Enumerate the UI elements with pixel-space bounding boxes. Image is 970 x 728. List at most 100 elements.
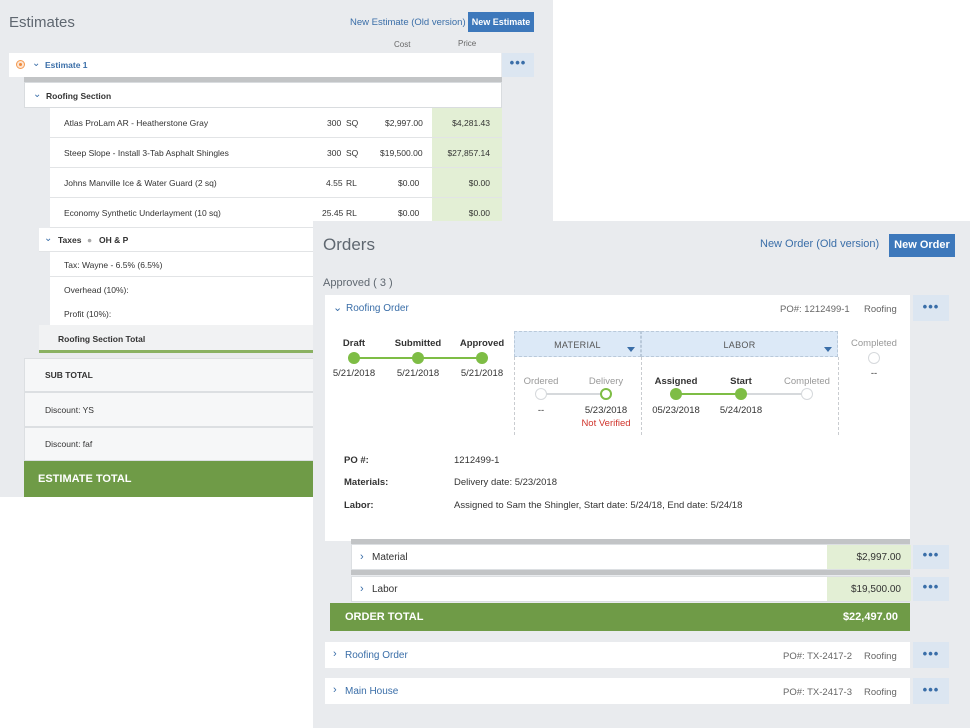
order-name[interactable]: Roofing Order	[345, 650, 408, 661]
item-unit: SQ	[346, 148, 359, 158]
stage-labor-completed-node	[801, 388, 813, 400]
progress-line	[541, 393, 605, 395]
item-cost: $0.00	[398, 178, 420, 188]
item-price: $0.00	[468, 208, 490, 218]
order-type: Roofing	[864, 687, 897, 698]
tax-row-label: Profit (10%):	[64, 309, 112, 319]
chevron-down-icon[interactable]: ⌄	[44, 233, 53, 244]
order-line-amount-cell: $2,997.00	[827, 545, 911, 569]
stage-assigned-label: Assigned	[654, 376, 698, 387]
estimate-row[interactable]: ⌄ Estimate 1	[9, 53, 501, 77]
materials-value: Delivery date: 5/23/2018	[454, 477, 557, 488]
stage-assigned-node	[670, 388, 682, 400]
sub-total-label: SUB TOTAL	[45, 370, 93, 380]
stage-ordered-date: --	[537, 405, 545, 416]
materials-label: Materials:	[344, 477, 389, 488]
orders-title: Orders	[323, 235, 375, 254]
labor-group-dropdown[interactable]: LABOR	[641, 331, 838, 357]
new-estimate-old-link[interactable]: New Estimate (Old version)	[350, 17, 466, 28]
order-line-labor[interactable]: › Labor $19,500.00	[351, 576, 911, 602]
order-header[interactable]: ⌄ Roofing Order PO#: 1212499-1 Roofing	[325, 295, 910, 321]
order-row[interactable]: › Main House PO#: TX-2417-3 Roofing	[325, 678, 910, 704]
item-price: $4,281.43	[452, 118, 490, 128]
material-more-button[interactable]: •••	[913, 545, 949, 569]
stage-approved-label: Approved	[459, 338, 505, 349]
labor-label: Labor:	[344, 500, 374, 511]
item-cost: $0.00	[398, 208, 420, 218]
order-more-button[interactable]: •••	[913, 642, 949, 668]
material-group-label: MATERIAL	[554, 340, 601, 350]
new-order-button[interactable]: New Order	[889, 234, 955, 257]
new-order-old-link[interactable]: New Order (Old version)	[760, 238, 880, 250]
divider	[838, 357, 839, 435]
item-unit: RL	[346, 208, 357, 218]
approved-group-label: Approved ( 3 )	[323, 277, 393, 289]
estimate-name[interactable]: Estimate 1	[45, 60, 88, 70]
labor-more-button[interactable]: •••	[913, 577, 949, 601]
section-header[interactable]: ⌄ Roofing Section	[24, 82, 502, 108]
order-total-row: ORDER TOTAL $22,497.00	[330, 603, 910, 631]
line-item[interactable]: Economy Synthetic Underlayment (10 sq) 2…	[50, 198, 502, 228]
item-qty: 300	[327, 118, 342, 128]
chevron-right-icon[interactable]: ›	[360, 551, 364, 563]
stage-draft-date: 5/21/2018	[332, 368, 376, 379]
stage-start-node	[735, 388, 747, 400]
line-item[interactable]: Atlas ProLam AR - Heatherstone Gray 300 …	[50, 108, 502, 138]
chevron-right-icon[interactable]: ›	[360, 583, 364, 595]
item-unit: SQ	[346, 118, 359, 128]
estimate-radio[interactable]	[16, 60, 25, 69]
order-card: ⌄ Roofing Order PO#: 1212499-1 Roofing D…	[325, 295, 910, 541]
item-cost: $2,997.00	[385, 118, 423, 128]
tax-row-label: Tax: Wayne - 6.5% (6.5%)	[64, 260, 163, 270]
stage-approved-date: 5/21/2018	[460, 368, 504, 379]
order-name[interactable]: Main House	[345, 686, 399, 697]
item-qty: 4.55	[326, 178, 343, 188]
stage-delivery-node	[600, 388, 612, 400]
stage-submitted-node	[412, 352, 424, 364]
stage-start-date: 5/24/2018	[719, 405, 763, 416]
order-total-value: $22,497.00	[842, 611, 898, 623]
bullet-icon: ●	[87, 235, 93, 245]
order-line-label: Labor	[372, 584, 398, 595]
stage-ordered-label: Ordered	[523, 376, 559, 387]
line-item[interactable]: Steep Slope - Install 3-Tab Asphalt Shin…	[50, 138, 502, 168]
order-po: PO#: TX-2417-3	[783, 687, 853, 698]
chevron-right-icon[interactable]: ›	[333, 684, 337, 696]
caret-down-icon[interactable]	[627, 347, 635, 352]
order-line-amount-cell: $19,500.00	[827, 577, 911, 601]
divider	[514, 357, 515, 435]
discount-label: Discount: faf	[45, 439, 93, 449]
chevron-right-icon[interactable]: ›	[333, 648, 337, 660]
order-row[interactable]: › Roofing Order PO#: TX-2417-2 Roofing	[325, 642, 910, 668]
order-more-button[interactable]: •••	[913, 295, 949, 321]
item-name: Steep Slope - Install 3-Tab Asphalt Shin…	[64, 148, 229, 158]
item-price: $27,857.14	[447, 148, 490, 158]
labor-group-label: LABOR	[723, 340, 756, 350]
chevron-down-icon[interactable]: ⌄	[32, 58, 41, 69]
estimate-more-button[interactable]: •••	[502, 53, 534, 77]
item-name: Economy Synthetic Underlayment (10 sq)	[64, 208, 221, 218]
caret-down-icon[interactable]	[824, 347, 832, 352]
new-estimate-button[interactable]: New Estimate	[468, 12, 534, 32]
item-price: $0.00	[468, 178, 490, 188]
po-value: 1212499-1	[454, 455, 500, 466]
stage-delivery-label: Delivery	[588, 376, 624, 387]
material-group-dropdown[interactable]: MATERIAL	[514, 331, 641, 357]
progress-line	[676, 393, 741, 395]
item-name: Atlas ProLam AR - Heatherstone Gray	[64, 118, 209, 128]
stage-delivery-date: 5/23/2018	[584, 405, 628, 416]
order-line-label: Material	[372, 552, 408, 563]
chevron-down-icon[interactable]: ⌄	[333, 302, 343, 314]
line-item[interactable]: Johns Manville Ice & Water Guard (2 sq) …	[50, 168, 502, 198]
stage-submitted-date: 5/21/2018	[396, 368, 440, 379]
order-total-label: ORDER TOTAL	[345, 611, 424, 623]
divider	[641, 357, 642, 435]
tax-row-label: Overhead (10%):	[64, 285, 129, 295]
order-line-material[interactable]: › Material $2,997.00	[351, 544, 911, 570]
order-more-button[interactable]: •••	[913, 678, 949, 704]
stage-submitted-label: Submitted	[394, 338, 442, 349]
order-name[interactable]: Roofing Order	[346, 303, 409, 314]
section-name: Roofing Section	[46, 91, 112, 101]
chevron-down-icon[interactable]: ⌄	[33, 89, 42, 100]
item-price-cell: $4,281.43	[432, 108, 502, 137]
